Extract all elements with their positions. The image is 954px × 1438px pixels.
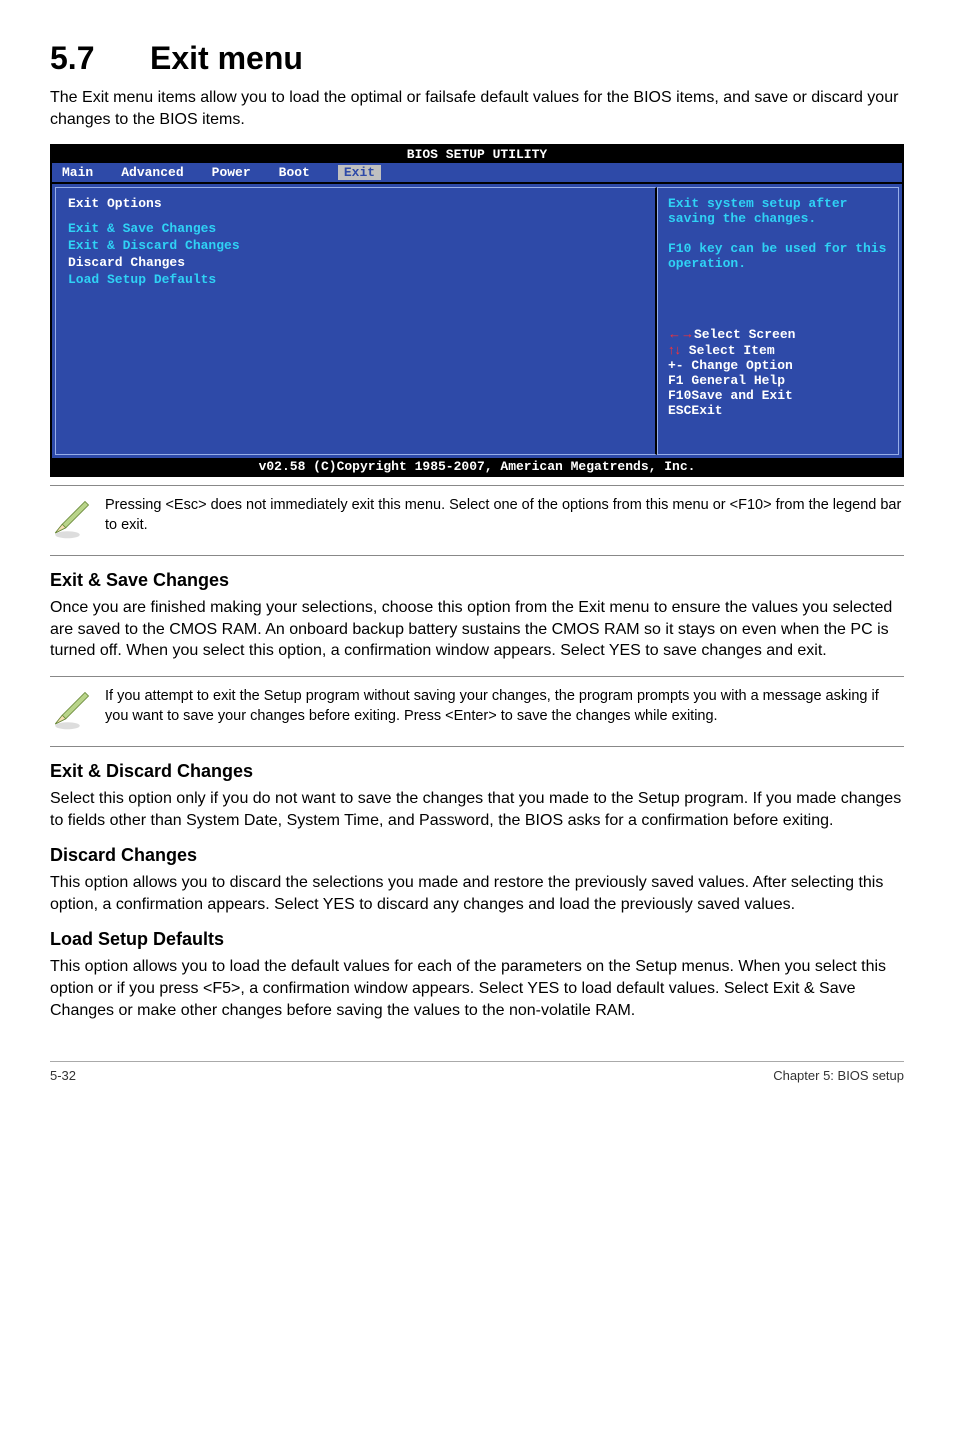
bios-titlebar: BIOS SETUP UTILITY [52, 146, 902, 163]
bios-options-header: Exit Options [68, 196, 643, 211]
page-heading: 5.7Exit menu [50, 40, 904, 77]
bios-menu-power: Power [212, 165, 251, 180]
note-text-1: Pressing <Esc> does not immediately exit… [105, 496, 904, 535]
chapter-label: Chapter 5: BIOS setup [773, 1068, 904, 1083]
bios-menu-exit: Exit [338, 165, 381, 180]
page-footer: 5-32 Chapter 5: BIOS setup [50, 1061, 904, 1083]
note-box-1: Pressing <Esc> does not immediately exit… [50, 485, 904, 556]
note-text-2: If you attempt to exit the Setup program… [105, 687, 904, 726]
bios-option-discard: Discard Changes [68, 255, 643, 270]
section-3-title: Discard Changes [50, 845, 904, 866]
section-1-title: Exit & Save Changes [50, 570, 904, 591]
intro-paragraph: The Exit menu items allow you to load th… [50, 87, 904, 130]
section-4-body: This option allows you to load the defau… [50, 956, 904, 1021]
heading-title: Exit menu [150, 40, 303, 76]
bios-left-pane: Exit Options Exit & Save Changes Exit & … [55, 187, 657, 455]
bios-nav-help-key: F1 General Help [668, 373, 888, 388]
page-number: 5-32 [50, 1068, 76, 1083]
bios-help-text: Exit system setup after saving the chang… [668, 196, 888, 326]
bios-nav-esc: ESCExit [668, 403, 888, 418]
section-4-title: Load Setup Defaults [50, 929, 904, 950]
section-1-body: Once you are finished making your select… [50, 597, 904, 662]
bios-help-line2: F10 key can be used for this operation. [668, 241, 888, 271]
pencil-icon [50, 687, 105, 736]
note-box-2: If you attempt to exit the Setup program… [50, 676, 904, 747]
pencil-icon [50, 496, 105, 545]
bios-help-line1: Exit system setup after saving the chang… [668, 196, 888, 226]
bios-nav-help: ←→Select Screen ↑↓ Select Item +- Change… [668, 326, 888, 418]
bios-footer: v02.58 (C)Copyright 1985-2007, American … [52, 458, 902, 475]
bios-main-area: Exit Options Exit & Save Changes Exit & … [52, 182, 902, 458]
heading-number: 5.7 [50, 40, 150, 77]
bios-menubar: Main Advanced Power Boot Exit [52, 163, 902, 182]
bios-nav-change: +- Change Option [668, 358, 888, 373]
section-3-body: This option allows you to discard the se… [50, 872, 904, 915]
bios-menu-main: Main [62, 165, 93, 180]
bios-nav-item: ↑↓ Select Item [668, 342, 888, 358]
bios-option-save: Exit & Save Changes [68, 221, 643, 236]
bios-option-load-defaults: Load Setup Defaults [68, 272, 643, 287]
bios-screenshot: BIOS SETUP UTILITY Main Advanced Power B… [50, 144, 904, 477]
bios-nav-save: F10Save and Exit [668, 388, 888, 403]
bios-menu-advanced: Advanced [121, 165, 183, 180]
section-2-title: Exit & Discard Changes [50, 761, 904, 782]
bios-option-discard-exit: Exit & Discard Changes [68, 238, 643, 253]
section-2-body: Select this option only if you do not wa… [50, 788, 904, 831]
bios-nav-screen: ←→Select Screen [668, 326, 888, 342]
bios-right-pane: Exit system setup after saving the chang… [657, 187, 899, 455]
bios-menu-boot: Boot [279, 165, 310, 180]
